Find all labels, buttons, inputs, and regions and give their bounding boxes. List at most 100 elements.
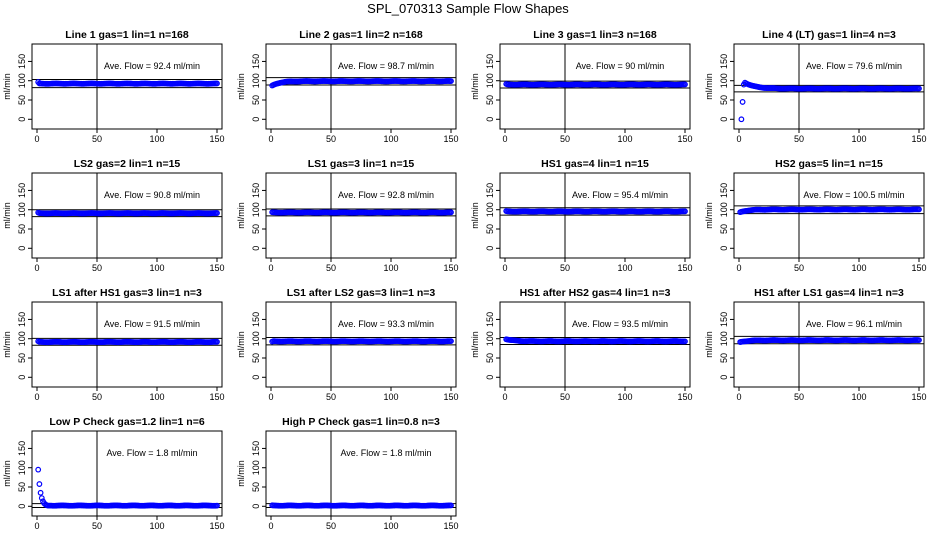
x-tick-label: 50 (560, 263, 570, 273)
y-tick-label: 100 (719, 331, 729, 346)
y-tick-label: 0 (251, 504, 261, 509)
x-tick-label: 0 (34, 521, 39, 531)
y-tick-label: 50 (719, 224, 729, 234)
series-points (738, 79, 922, 123)
panel: HS2 gas=5 lin=1 n=15 0 50 100 150 0 50 100 150 ml… (704, 158, 927, 273)
y-tick-label: 0 (251, 375, 261, 380)
panel-title: Line 2 gas=1 lin=2 n=168 (299, 29, 423, 41)
annotation: Ave. Flow = 79.6 ml/min (806, 61, 902, 71)
y-tick-label: 0 (719, 117, 729, 122)
annotation: Ave. Flow = 1.8 ml/min (340, 448, 431, 458)
x-tick-label: 150 (677, 263, 692, 273)
panel-title: Low P Check gas=1.2 lin=1 n=6 (49, 416, 204, 428)
y-tick-label: 50 (485, 353, 495, 363)
data-point (739, 99, 746, 105)
y-axis-label: ml/min (236, 331, 246, 358)
annotation: Ave. Flow = 95.4 ml/min (572, 190, 668, 200)
x-tick-label: 100 (149, 263, 164, 273)
annotation: Ave. Flow = 92.8 ml/min (338, 190, 434, 200)
series-points (35, 338, 220, 346)
y-tick-label: 100 (251, 202, 261, 217)
y-tick-label: 100 (17, 202, 27, 217)
y-tick-label: 0 (17, 375, 27, 380)
annotation: Ave. Flow = 100.5 ml/min (803, 190, 904, 200)
x-tick-label: 100 (617, 392, 632, 402)
x-tick-label: 150 (443, 392, 458, 402)
y-tick-label: 150 (17, 312, 27, 327)
x-tick-label: 0 (268, 263, 273, 273)
y-tick-label: 50 (17, 353, 27, 363)
y-tick-label: 50 (485, 224, 495, 234)
y-tick-label: 0 (251, 246, 261, 251)
series-points (503, 81, 688, 88)
data-point (682, 81, 688, 88)
panel: LS2 gas=2 lin=1 n=15 0 50 100 150 0 50 100 150 ml… (2, 158, 225, 273)
series-points (35, 79, 220, 87)
panel: LS1 gas=3 lin=1 n=15 0 50 100 150 0 50 100 150 ml… (236, 158, 459, 273)
y-axis-label: ml/min (236, 202, 246, 229)
x-tick-label: 50 (794, 263, 804, 273)
x-tick-label: 150 (209, 134, 224, 144)
data-point (35, 466, 42, 473)
x-tick-label: 0 (502, 263, 507, 273)
panel: High P Check gas=1 lin=0.8 n=3 0 50 100 150 0… (236, 416, 459, 531)
y-tick-label: 50 (251, 95, 261, 105)
x-tick-label: 150 (443, 521, 458, 531)
y-tick-label: 150 (251, 54, 261, 69)
series-points (269, 338, 454, 345)
data-point (38, 495, 45, 502)
y-tick-label: 100 (485, 331, 495, 346)
panel-title: HS1 after HS2 gas=4 lin=1 n=3 (520, 287, 671, 299)
series-points (269, 502, 454, 509)
plot-frame (31, 172, 223, 259)
y-tick-label: 50 (719, 353, 729, 363)
panel-title: LS1 after LS2 gas=3 lin=1 n=3 (287, 287, 436, 299)
annotation: Ave. Flow = 92.4 ml/min (104, 61, 200, 71)
x-tick-label: 50 (92, 392, 102, 402)
panel: Line 4 (LT) gas=1 lin=4 n=3 0 50 100 150 0 50 1… (704, 29, 927, 144)
y-tick-label: 100 (17, 460, 27, 475)
x-tick-label: 50 (326, 263, 336, 273)
y-tick-label: 100 (485, 202, 495, 217)
y-axis-label: ml/min (236, 460, 246, 487)
annotation: Ave. Flow = 1.8 ml/min (106, 448, 197, 458)
plot-frame (31, 301, 223, 388)
data-point (916, 206, 922, 213)
panel-title: Line 1 gas=1 lin=1 n=168 (65, 29, 189, 41)
y-tick-label: 100 (719, 202, 729, 217)
y-tick-label: 150 (719, 183, 729, 198)
y-axis-label: ml/min (470, 73, 480, 100)
x-tick-label: 100 (617, 134, 632, 144)
series-points (737, 337, 922, 345)
y-tick-label: 150 (719, 312, 729, 327)
x-tick-label: 100 (383, 521, 398, 531)
y-axis-label: ml/min (2, 202, 12, 229)
plot-frame (31, 430, 223, 517)
x-tick-label: 50 (326, 521, 336, 531)
x-tick-label: 0 (736, 392, 741, 402)
y-tick-label: 100 (17, 331, 27, 346)
y-tick-label: 0 (485, 117, 495, 122)
y-tick-label: 50 (251, 224, 261, 234)
y-tick-label: 0 (719, 375, 729, 380)
x-tick-label: 100 (617, 263, 632, 273)
data-point (448, 209, 454, 216)
x-tick-label: 50 (326, 134, 336, 144)
series-points (269, 209, 454, 216)
x-tick-label: 100 (383, 263, 398, 273)
x-tick-label: 100 (383, 392, 398, 402)
y-tick-label: 150 (251, 183, 261, 198)
plot-frame (265, 43, 457, 130)
y-axis-label: ml/min (704, 331, 714, 358)
panel: Low P Check gas=1.2 lin=1 n=6 0 50 100 150 0 5… (2, 416, 225, 531)
x-tick-label: 150 (677, 134, 692, 144)
y-axis-label: ml/min (2, 73, 12, 100)
data-point (448, 338, 454, 345)
panel-title: LS1 after HS1 gas=3 lin=1 n=3 (52, 287, 202, 299)
y-tick-label: 50 (251, 353, 261, 363)
x-tick-label: 100 (851, 392, 866, 402)
x-tick-label: 50 (794, 134, 804, 144)
series-points (503, 336, 688, 345)
panel: HS1 after LS1 gas=4 lin=1 n=3 0 50 100 150 0 5… (704, 287, 927, 402)
x-tick-label: 50 (560, 134, 570, 144)
